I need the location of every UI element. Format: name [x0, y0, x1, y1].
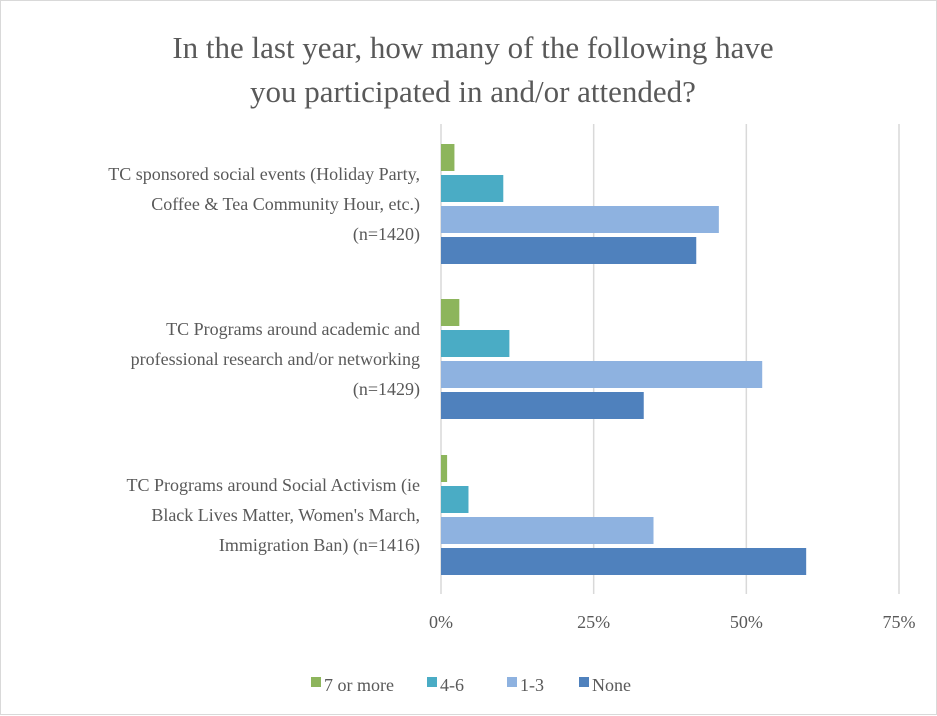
legend-label-0: 7 or more	[324, 675, 394, 695]
x-axis-tick-labels: 0% 25% 50% 75%	[429, 612, 916, 632]
legend-item-0: 7 or more	[311, 675, 394, 695]
x-tick-label-0: 0%	[429, 612, 453, 632]
category-label-2-line-2: Immigration Ban) (n=1416)	[219, 535, 420, 556]
bars	[441, 144, 806, 575]
legend-swatch-1	[427, 677, 437, 687]
category-label-0-line-2: (n=1420)	[353, 224, 420, 245]
legend-label-1: 4-6	[440, 675, 464, 695]
x-tick-label-1: 25%	[577, 612, 610, 632]
legend-label-2: 1-3	[520, 675, 544, 695]
x-tick-label-3: 75%	[883, 612, 916, 632]
category-label-2-line-1: Black Lives Matter, Women's March,	[151, 505, 420, 525]
legend-swatch-0	[311, 677, 321, 687]
x-tick-label-2: 50%	[730, 612, 763, 632]
legend-item-2: 1-3	[507, 675, 544, 695]
bar-cat0-7-or-more	[441, 144, 454, 171]
bar-cat1-none	[441, 392, 644, 419]
category-label-0-line-0: TC sponsored social events (Holiday Part…	[108, 164, 420, 185]
legend-swatch-2	[507, 677, 517, 687]
chart-title-line-1: In the last year, how many of the follow…	[172, 30, 773, 65]
legend: 7 or more 4-6 1-3 None	[311, 675, 631, 695]
bar-cat2-1-3	[441, 517, 654, 544]
category-label-0-line-1: Coffee & Tea Community Hour, etc.)	[151, 194, 420, 215]
bar-cat0-none	[441, 237, 696, 264]
category-label-1-line-0: TC Programs around academic and	[166, 319, 420, 339]
bar-cat1-4-6	[441, 330, 509, 357]
category-labels: TC sponsored social events (Holiday Part…	[108, 164, 420, 556]
bar-cat2-none	[441, 548, 806, 575]
legend-item-3: None	[579, 675, 631, 695]
category-label-1-line-1: professional research and/or networking	[131, 349, 420, 369]
chart-title-line-2: you participated in and/or attended?	[250, 74, 696, 109]
category-label-2-line-0: TC Programs around Social Activism (ie	[127, 475, 420, 496]
chart-title: In the last year, how many of the follow…	[172, 30, 773, 109]
bar-cat2-7-or-more	[441, 455, 447, 482]
legend-item-1: 4-6	[427, 675, 464, 695]
bar-cat0-1-3	[441, 206, 719, 233]
bar-cat0-4-6	[441, 175, 503, 202]
category-label-1-line-2: (n=1429)	[353, 379, 420, 400]
bar-cat2-4-6	[441, 486, 468, 513]
bar-cat1-1-3	[441, 361, 762, 388]
legend-label-3: None	[592, 675, 631, 695]
legend-swatch-3	[579, 677, 589, 687]
bar-cat1-7-or-more	[441, 299, 459, 326]
